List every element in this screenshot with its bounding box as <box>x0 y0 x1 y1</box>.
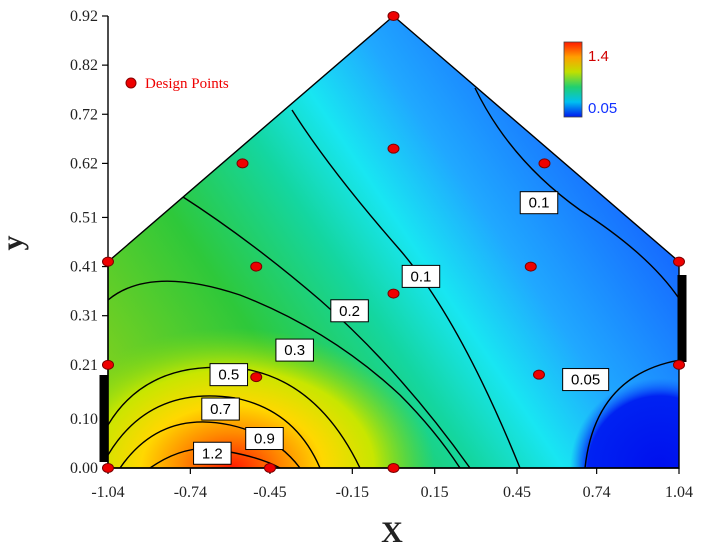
contour-line-0-05 <box>584 359 679 468</box>
x-tick-label: 0.15 <box>421 484 449 501</box>
contour-label-box <box>209 363 249 387</box>
design-point <box>387 463 400 473</box>
contour-label-text: 0.1 <box>529 195 550 212</box>
y-tick-label: 0.00 <box>70 460 98 477</box>
contour-label: 0.7 <box>201 397 240 421</box>
y-tick-label: 0.82 <box>70 57 98 74</box>
legend-label: Design Points <box>145 76 229 92</box>
y-tick-label: 0.21 <box>70 357 98 374</box>
design-point <box>387 143 400 154</box>
design-point <box>102 256 114 267</box>
contour-label: 0.5 <box>209 363 249 387</box>
contour-label-box <box>562 368 610 392</box>
x-tick-label: -0.45 <box>253 484 286 501</box>
design-point <box>387 11 400 21</box>
contour-label-text: 0.1 <box>411 268 432 285</box>
design-point <box>102 463 114 473</box>
x-axis-title: X <box>381 516 403 545</box>
contour-line-0-2 <box>179 194 471 468</box>
contour-line-0-3 <box>108 280 461 468</box>
design-point <box>524 261 537 272</box>
design-point <box>236 158 249 169</box>
contour-label-text: 0.9 <box>254 431 275 448</box>
y-tick-label: 0.31 <box>70 308 98 325</box>
design-point <box>250 372 263 383</box>
colorbar-min-label: 0.05 <box>588 100 617 117</box>
x-tick-label: 0.74 <box>583 484 611 501</box>
y-tick-label: 0.51 <box>70 209 98 226</box>
contour-label-text: 0.2 <box>339 303 360 320</box>
contour-label: 0.1 <box>401 264 441 288</box>
design-point <box>538 158 551 169</box>
contour-label: 0.05 <box>562 368 610 392</box>
y-tick-label: 0.62 <box>70 155 98 172</box>
legend-marker <box>125 77 137 89</box>
design-point <box>263 463 276 473</box>
contour-label: 0.1 <box>519 191 559 215</box>
contour-label-box <box>275 338 314 362</box>
contour-line-0-1-right <box>474 87 679 301</box>
x-tick-label: -0.74 <box>174 484 207 501</box>
design-point <box>250 261 263 272</box>
design-points <box>102 11 685 473</box>
contour-label: 0.9 <box>245 427 284 451</box>
x-tick-label: 0.45 <box>503 484 531 501</box>
y-tick-label: 0.72 <box>70 106 98 123</box>
y-tick-label: 0.92 <box>70 8 98 25</box>
colorbar-max-label: 1.4 <box>588 48 609 65</box>
contour-label-box <box>201 397 240 421</box>
contour-label-text: 1.2 <box>202 445 223 462</box>
design-point <box>387 288 400 299</box>
contour-lines <box>108 87 679 468</box>
y-tick-label: 0.10 <box>70 411 98 428</box>
contour-label: 0.3 <box>275 338 314 362</box>
x-tick-label: -1.04 <box>91 484 124 501</box>
design-point <box>102 359 114 370</box>
contour-line-0-1-mid <box>291 109 521 468</box>
y-tick-label: 0.41 <box>70 259 98 276</box>
design-point <box>673 256 685 267</box>
contour-label-box <box>330 299 369 323</box>
colorbar <box>563 41 583 118</box>
contour-label-text: 0.05 <box>571 372 600 389</box>
contour-label-box <box>245 427 284 451</box>
contour-labels: 0.1 0.1 0.2 0.3 0.5 0.7 0.9 1.2 0.05 <box>193 191 610 465</box>
design-point <box>673 359 685 370</box>
y-axis-title: y <box>0 236 29 251</box>
design-point <box>532 369 545 380</box>
contour-label: 1.2 <box>193 441 232 465</box>
x-tick-label: 1.04 <box>665 484 693 501</box>
contour-label-text: 0.7 <box>210 401 231 418</box>
contour-label-text: 0.3 <box>284 342 305 359</box>
contour-label: 0.2 <box>330 299 369 323</box>
x-tick-label: -0.15 <box>336 484 369 501</box>
contour-label-text: 0.5 <box>218 367 239 384</box>
contour-line-0-5 <box>108 366 361 468</box>
contour-label-box <box>519 191 559 215</box>
contour-label-box <box>193 441 232 465</box>
axes: 0.00 0.10 0.21 0.31 0.41 0.51 0.62 0.72 0.82 0.92… <box>70 8 693 501</box>
contour-label-box <box>401 264 441 288</box>
